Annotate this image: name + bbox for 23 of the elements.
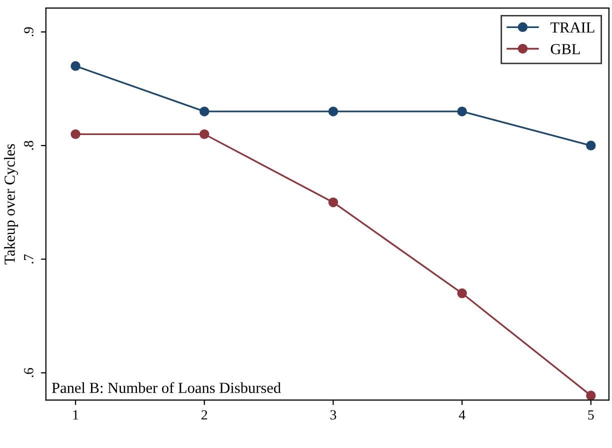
annotation: Panel B: Number of Loans Disbursed [52,382,281,394]
point [586,390,596,400]
y-tick-label: .7 [24,254,34,264]
point [457,106,467,116]
x-tick-label: 2 [202,410,208,420]
y-tick-label: .6 [24,368,34,378]
point [328,198,338,208]
y-tick-label: .8 [24,140,34,150]
point [70,129,80,140]
x-tick-label: 1 [73,410,78,420]
y-axis-title: Takeup over Cycles [4,144,18,264]
point [328,106,338,116]
x-tick-label: 3 [330,410,336,420]
x-tick-label: 5 [588,410,594,420]
point [457,288,467,298]
x-tick-label: 4 [458,410,466,420]
legend-label: GBL [550,44,580,54]
point [586,140,596,150]
legend-label: TRAIL [550,22,594,33]
y-tick-label: .9 [24,27,34,36]
point [200,106,210,116]
point [70,61,80,71]
point [200,129,210,140]
